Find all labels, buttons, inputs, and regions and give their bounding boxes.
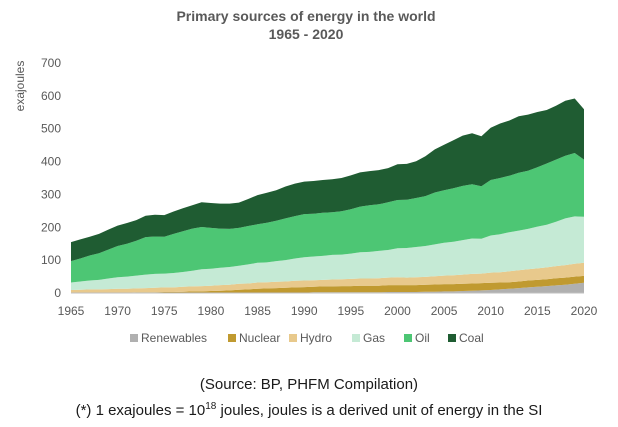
x-tick-label: 2020 (571, 304, 598, 318)
legend-swatch-oil (404, 334, 412, 342)
legend-label-renewables: Renewables (141, 331, 207, 345)
legend-label-gas: Gas (363, 331, 385, 345)
chart: Primary sources of energy in the world 1… (13, 8, 598, 345)
si-unit-note: (*) 1 exajoules = 1018 joules, joules is… (0, 401, 618, 419)
y-tick-label: 0 (54, 286, 61, 300)
si-note-suffix: joules, joules is a derived unit of ener… (216, 402, 543, 419)
si-note-exponent: 18 (205, 401, 217, 412)
y-tick-label: 300 (41, 187, 61, 201)
legend-label-hydro: Hydro (300, 331, 332, 345)
area-hydro (71, 262, 584, 293)
area-renewables (71, 282, 584, 293)
x-tick-label: 1980 (198, 304, 225, 318)
x-tick-label: 1965 (58, 304, 85, 318)
y-tick-label: 500 (41, 122, 61, 136)
area-coal (71, 98, 584, 262)
area-gas (71, 216, 584, 290)
x-tick-label: 1990 (291, 304, 318, 318)
x-tick-label: 1970 (104, 304, 131, 318)
si-note-prefix: (*) 1 exajoules = 10 (75, 402, 206, 419)
legend-swatch-renewables (130, 334, 138, 342)
x-axis-ticks: 1965 1970 1975 1980 1985 1990 1995 2000 2005 2010… (58, 292, 598, 318)
x-tick-label: 2010 (477, 304, 504, 318)
legend-swatch-hydro (289, 334, 297, 342)
chart-title: Primary sources of energy in the world (176, 8, 435, 24)
x-tick-label: 1985 (244, 304, 271, 318)
legend-label-coal: Coal (459, 331, 484, 345)
y-tick-label: 100 (41, 253, 61, 267)
y-tick-label: 200 (41, 220, 61, 234)
x-tick-label: 2005 (431, 304, 458, 318)
legend-label-oil: Oil (415, 331, 430, 345)
legend-swatch-nuclear (228, 334, 236, 342)
area-oil (71, 153, 584, 283)
y-tick-label: 700 (41, 56, 61, 70)
chart-subtitle: 1965 - 2020 (269, 26, 344, 42)
x-tick-label: 1995 (337, 304, 364, 318)
x-tick-label: 2015 (524, 304, 551, 318)
legend-swatch-gas (352, 334, 360, 342)
y-tick-label: 600 (41, 89, 61, 103)
legend-label-nuclear: Nuclear (239, 331, 280, 345)
y-axis-label: exajoules (13, 61, 27, 112)
area-nuclear (71, 275, 584, 293)
x-tick-label: 1975 (151, 304, 178, 318)
legend: Renewables Nuclear Hydro Gas Oil Coal (130, 331, 484, 345)
x-tick-label: 2000 (384, 304, 411, 318)
y-tick-label: 400 (41, 155, 61, 169)
area-layers (71, 98, 584, 293)
legend-swatch-coal (448, 334, 456, 342)
source-note: (Source: BP, PHFM Compilation) (199, 376, 419, 393)
y-axis-ticks: 0 100 200 300 400 500 600 700 (41, 56, 61, 300)
